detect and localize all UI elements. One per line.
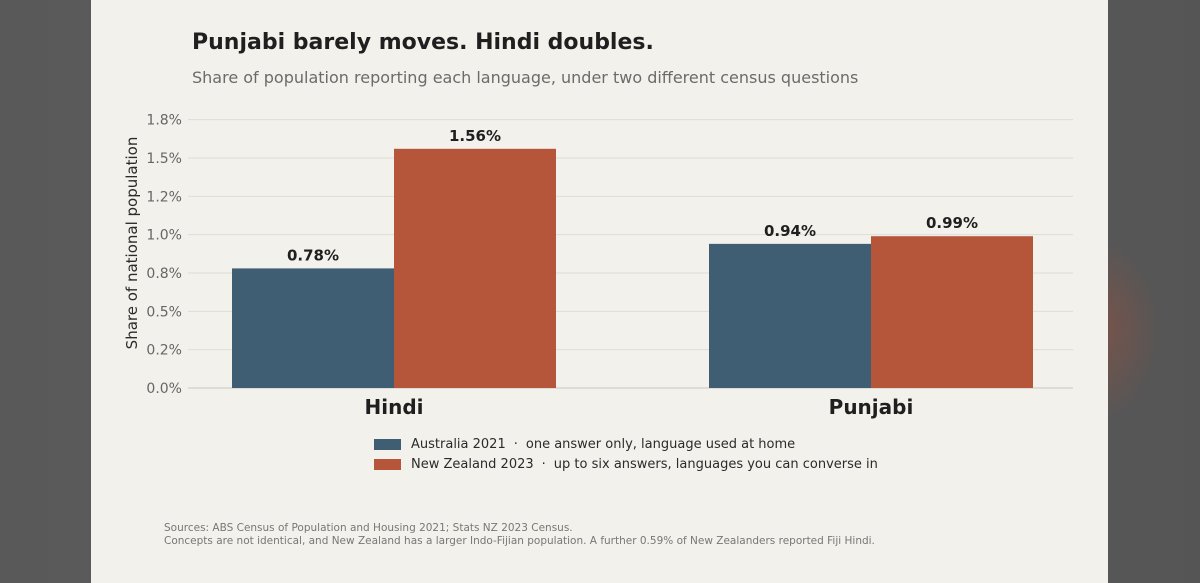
- source-line-2: Concepts are not identical, and New Zeal…: [164, 535, 875, 547]
- bar-chart: 0.0% 0.2% 0.5% 0.8% 1.0% 1.2% 1.5% 1.8% 0.78% 1.…: [123, 113, 1073, 419]
- bar-punjabi-new-zealand: [871, 236, 1033, 388]
- y-tick-label: 1.0%: [146, 228, 182, 244]
- bars: [232, 148, 1033, 388]
- data-label: 0.78%: [287, 246, 339, 264]
- legend-separator: ·: [513, 436, 518, 452]
- legend-swatch-australia: [374, 438, 401, 450]
- source-note: Sources: ABS Census of Population and Ho…: [164, 522, 875, 548]
- y-tick-label: 0.2%: [146, 343, 182, 359]
- legend-swatch-new-zealand: [374, 458, 401, 470]
- bar-hindi-australia: [232, 268, 394, 388]
- x-category-label: Hindi: [364, 395, 423, 419]
- legend-label-australia-name: Australia 2021: [411, 436, 506, 452]
- y-axis: 0.0% 0.2% 0.5% 0.8% 1.0% 1.2% 1.5% 1.8%: [146, 113, 182, 397]
- legend-item-new-zealand: New Zealand 2023 · up to six answers, la…: [374, 454, 878, 474]
- chart-title: Punjabi barely moves. Hindi doubles.: [192, 30, 654, 55]
- x-axis: Hindi Punjabi: [364, 395, 913, 419]
- bar-hindi-new-zealand: [394, 148, 556, 388]
- data-label: 0.94%: [764, 222, 816, 240]
- y-tick-label: 0.8%: [146, 266, 182, 282]
- chart-subtitle: Share of population reporting each langu…: [192, 68, 859, 87]
- y-tick-label: 1.2%: [146, 189, 182, 205]
- data-label: 0.99%: [926, 214, 978, 232]
- y-axis-label: Share of national population: [123, 137, 141, 350]
- source-line-1: Sources: ABS Census of Population and Ho…: [164, 522, 573, 534]
- y-tick-label: 0.0%: [146, 381, 182, 397]
- legend-separator: ·: [541, 456, 546, 472]
- legend-item-australia: Australia 2021 · one answer only, langua…: [374, 434, 878, 454]
- data-label: 1.56%: [449, 127, 501, 145]
- y-tick-label: 1.8%: [146, 113, 182, 129]
- bar-punjabi-australia: [709, 243, 871, 388]
- legend-label-australia-desc: one answer only, language used at home: [525, 436, 796, 452]
- chart-card: Punjabi barely moves. Hindi doubles. Sha…: [91, 0, 1108, 583]
- legend: Australia 2021 · one answer only, langua…: [374, 434, 878, 474]
- y-tick-label: 1.5%: [146, 151, 182, 167]
- x-category-label: Punjabi: [829, 395, 914, 419]
- legend-label-new-zealand-desc: up to six answers, languages you can con…: [553, 456, 878, 472]
- y-tick-label: 0.5%: [146, 304, 182, 320]
- legend-label-new-zealand-name: New Zealand 2023: [411, 456, 534, 472]
- data-labels: 0.78% 1.56% 0.94% 0.99%: [287, 127, 978, 265]
